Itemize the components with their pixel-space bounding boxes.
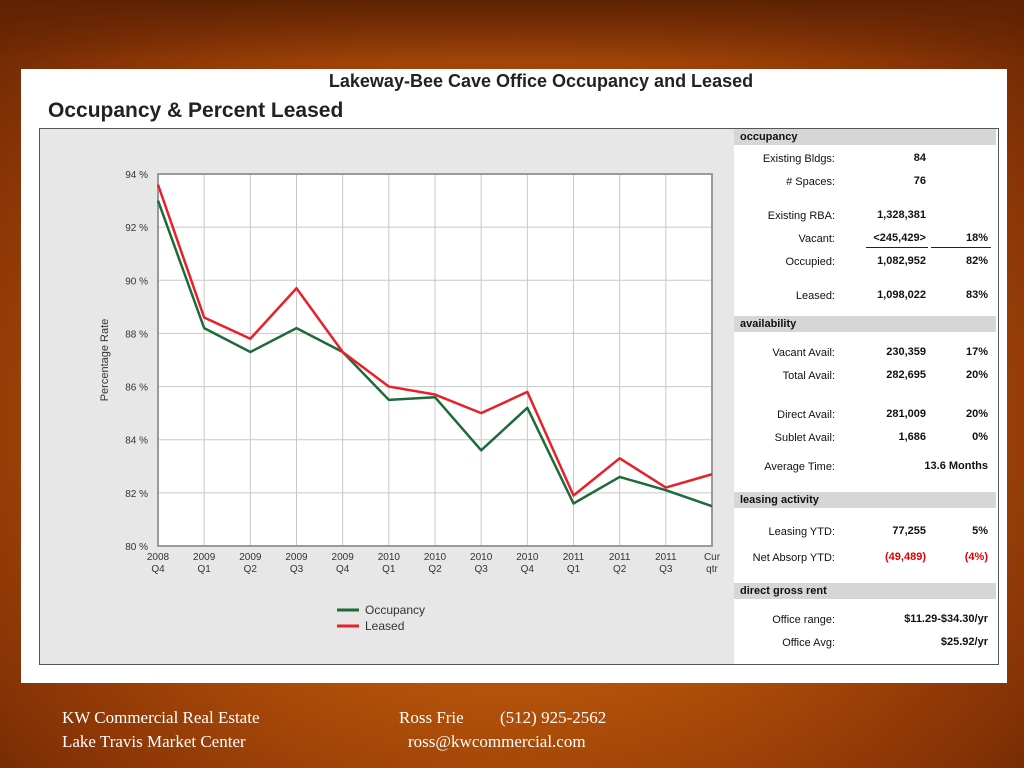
chart-container: 80 % 82 % 84 % 86 % 88 % 90 % 92 % 94 % 2008 Q4 20… (39, 128, 736, 665)
x-tick-label: 2011 (609, 552, 631, 563)
x-tick-label: 2010 (424, 552, 447, 563)
x-tick-label: Q3 (290, 564, 304, 575)
label-occupied: Occupied: (785, 256, 835, 268)
y-tick-label: 80 % (125, 542, 148, 553)
report-panel: Lakeway-Bee Cave Office Occupancy and Le… (21, 69, 1007, 683)
pct-total-avail: 20% (965, 369, 988, 381)
pct-vacant: 18% (965, 232, 988, 244)
y-tick-label: 84 % (125, 436, 148, 447)
value-existing-bldgs: 84 (913, 152, 926, 164)
occupancy-leased-line-chart: 80 %82 %84 %86 %88 %90 %92 %94 %2008Q420… (99, 170, 721, 633)
x-tick-label: Q4 (336, 564, 350, 575)
section-header-leasing-activity: leasing activity (734, 492, 996, 508)
footer-company: KW Commercial Real Estate (62, 708, 260, 727)
x-tick-label: Q3 (659, 564, 673, 575)
y-tick-label: 92 % (125, 223, 148, 234)
sub-title: Occupancy & Percent Leased (48, 99, 344, 122)
plot-border (157, 173, 713, 547)
x-tick-label: 2009 (193, 552, 216, 563)
x-tick-label: 2008 (147, 552, 170, 563)
vacant-pct-underline (931, 247, 991, 248)
legend-label-occupancy: Occupancy (365, 603, 425, 617)
value-spaces: 76 (913, 175, 926, 187)
section-header-availability: availability (734, 316, 996, 332)
footer-contact-name: Ross Frie (399, 708, 464, 727)
pct-direct-avail: 20% (965, 408, 988, 420)
section-header-occupancy: occupancy (734, 129, 996, 145)
value-leased: 1,098,022 (877, 289, 926, 301)
x-tick-label: 2010 (378, 552, 401, 563)
y-tick-label: 82 % (125, 489, 148, 500)
legend-label-leased: Leased (365, 619, 404, 633)
y-axis-label: Percentage Rate (99, 319, 111, 402)
value-leasing-ytd: 77,255 (892, 525, 926, 537)
value-vacant-avail: 230,359 (886, 346, 926, 358)
value-direct-avail: 281,009 (886, 408, 926, 420)
x-tick-label: qtr (706, 564, 718, 575)
pct-leasing-ytd: 5% (972, 525, 988, 537)
x-tick-label: Q2 (428, 564, 442, 575)
x-tick-label: 2009 (332, 552, 355, 563)
x-tick-label: 2010 (516, 552, 539, 563)
series-line-leased (156, 184, 713, 497)
label-total-avail: Total Avail: (782, 370, 835, 382)
label-sublet-avail: Sublet Avail: (774, 432, 835, 444)
footer-phone: (512) 925-2562 (500, 708, 607, 727)
pct-leased: 83% (965, 289, 988, 301)
x-tick-label: Q2 (613, 564, 627, 575)
label-vacant: Vacant: (798, 233, 836, 245)
x-tick-label: 2011 (655, 552, 677, 563)
label-existing-rba: Existing RBA: (767, 210, 835, 222)
x-tick-label: Q1 (197, 564, 211, 575)
series-line-occupancy (156, 200, 713, 508)
x-tick-label: Q1 (382, 564, 396, 575)
x-tick-label: Q3 (474, 564, 488, 575)
y-tick-label: 86 % (125, 383, 148, 394)
x-tick-label: Cur (704, 552, 721, 563)
x-tick-label: Q1 (567, 564, 581, 575)
value-total-avail: 282,695 (886, 369, 926, 381)
label-spaces: # Spaces: (786, 176, 835, 188)
stats-table: occupancy Existing Bldgs: 84 # Spaces: 7… (734, 128, 999, 665)
x-tick-label: 2009 (239, 552, 262, 563)
x-tick-label: 2010 (470, 552, 493, 563)
label-vacant-avail: Vacant Avail: (772, 347, 835, 359)
value-net-absorp-ytd: (49,489) (885, 551, 926, 563)
footer-market-center: Lake Travis Market Center (62, 732, 246, 751)
label-leasing-ytd: Leasing YTD: (768, 526, 835, 538)
pct-vacant-avail: 17% (965, 346, 988, 358)
value-average-time: 13.6 Months (924, 460, 988, 472)
pct-net-absorp-ytd: (4%) (964, 551, 988, 563)
label-office-avg: Office Avg: (782, 637, 835, 649)
label-direct-avail: Direct Avail: (777, 409, 835, 421)
x-tick-label: Q2 (244, 564, 258, 575)
value-office-avg: $25.92/yr (940, 636, 988, 648)
x-tick-label: Q4 (521, 564, 535, 575)
y-tick-label: 90 % (125, 276, 148, 287)
y-tick-label: 94 % (125, 170, 148, 181)
section-header-direct-gross-rent: direct gross rent (734, 583, 996, 599)
main-title: Lakeway-Bee Cave Office Occupancy and Le… (328, 71, 754, 91)
footer-email: ross@kwcommercial.com (408, 732, 586, 751)
label-office-range: Office range: (772, 614, 835, 626)
x-tick-label: Q4 (151, 564, 165, 575)
value-occupied: 1,082,952 (877, 255, 926, 267)
label-average-time: Average Time: (764, 461, 835, 473)
y-tick-label: 88 % (125, 329, 148, 340)
pct-occupied: 82% (965, 255, 988, 267)
label-leased: Leased: (795, 290, 835, 302)
value-office-range: $11.29-$34.30/yr (904, 613, 988, 625)
value-vacant: <245,429> (873, 232, 926, 244)
label-net-absorp-ytd: Net Absorp YTD: (752, 552, 835, 564)
vacant-value-underline (866, 247, 928, 248)
slide-top-band (0, 0, 1024, 60)
pct-sublet-avail: 0% (972, 431, 988, 443)
value-sublet-avail: 1,686 (898, 431, 926, 443)
x-tick-label: 2011 (563, 552, 585, 563)
label-existing-bldgs: Existing Bldgs: (762, 153, 835, 165)
value-existing-rba: 1,328,381 (877, 209, 926, 221)
x-tick-label: 2009 (285, 552, 308, 563)
